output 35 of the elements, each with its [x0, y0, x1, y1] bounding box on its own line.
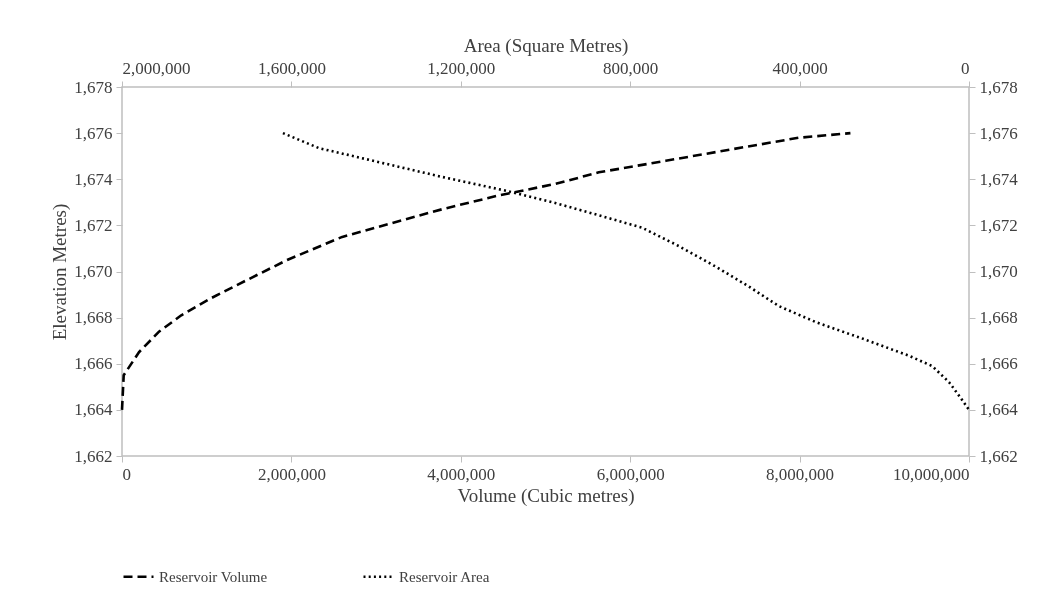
y-axis-title: Elevation Metres)	[49, 203, 72, 341]
y2-tick-label: 1,666	[979, 354, 1018, 374]
y2-tick-label: 1,668	[979, 308, 1018, 328]
x-tick-label: 10,000,000	[893, 464, 970, 484]
y-tick-label: 1,668	[74, 308, 113, 328]
y-tick-label: 1,670	[74, 262, 113, 281]
y2-tick-label: 1,678	[979, 77, 1018, 97]
x2-tick-label: 0	[961, 58, 970, 78]
y2-tick-label: 1,676	[979, 123, 1018, 143]
legend-label: Reservoir Volume	[159, 568, 268, 585]
y2-tick-label: 1,672	[979, 215, 1018, 235]
y2-tick-label: 1,670	[979, 262, 1018, 281]
x-tick-label: 6,000,000	[596, 464, 665, 484]
y-tick-label: 1,662	[74, 446, 113, 466]
y-tick-label: 1,666	[74, 354, 113, 374]
y-tick-label: 1,672	[74, 215, 113, 235]
y2-tick-label: 1,662	[979, 446, 1018, 466]
y-tick-label: 1,674	[74, 169, 113, 189]
x-tick-label: 4,000,000	[427, 464, 496, 484]
x2-tick-label: 400,000	[772, 58, 828, 78]
y-tick-label: 1,676	[74, 123, 113, 143]
x2-tick-label: 2,000,000	[122, 58, 191, 78]
x-tick-label: 2,000,000	[257, 464, 326, 484]
y2-tick-label: 1,664	[979, 400, 1019, 420]
x-axis-title: Volume (Cubic metres)	[457, 484, 635, 507]
x-tick-label: 8,000,000	[766, 464, 835, 484]
y-tick-label: 1,678	[74, 77, 113, 97]
x2-axis-title: Area (Square Metres)	[463, 34, 629, 57]
legend-label: Reservoir Area	[399, 568, 490, 585]
x2-tick-label: 1,600,000	[257, 58, 326, 78]
x2-tick-label: 800,000	[603, 58, 659, 78]
y-tick-label: 1,664	[74, 400, 113, 420]
y2-tick-label: 1,674	[979, 169, 1019, 189]
x-tick-label: 0	[122, 464, 131, 484]
x2-tick-label: 1,200,000	[427, 58, 496, 78]
